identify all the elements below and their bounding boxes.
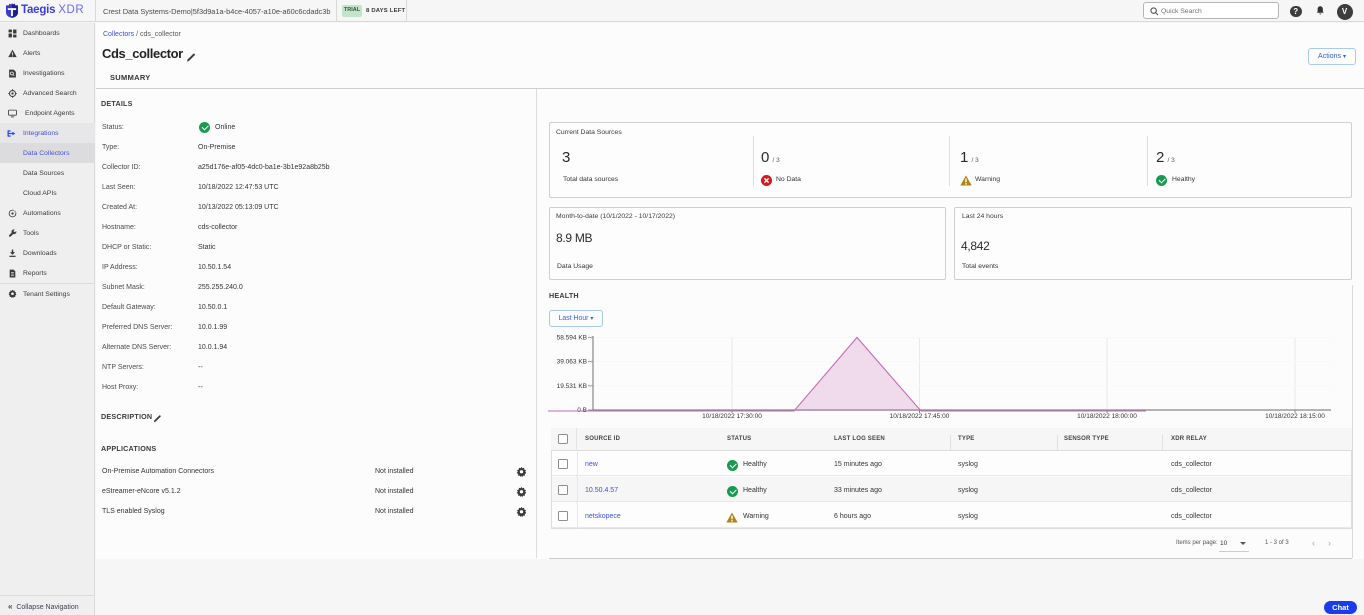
svg-text:10/18/2022 18:00:00: 10/18/2022 18:00:00 (1077, 413, 1137, 420)
svg-text:58.594 KB: 58.594 KB (557, 334, 587, 341)
svg-text:19.531 KB: 19.531 KB (557, 383, 587, 390)
svg-text:10/18/2022 17:45:00: 10/18/2022 17:45:00 (890, 413, 950, 420)
svg-text:10/18/2022 17:30:00: 10/18/2022 17:30:00 (702, 413, 762, 420)
svg-text:10/18/2022 18:15:00: 10/18/2022 18:15:00 (1265, 413, 1325, 420)
svg-text:39.063 KB: 39.063 KB (557, 359, 587, 366)
